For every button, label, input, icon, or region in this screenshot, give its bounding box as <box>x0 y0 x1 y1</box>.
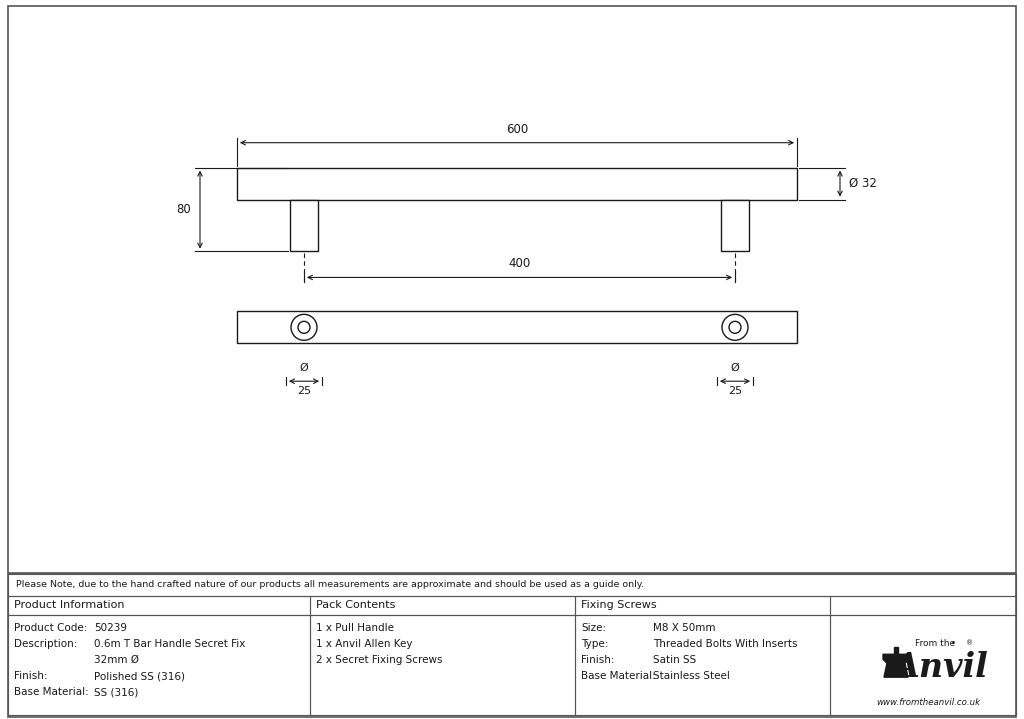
Text: 600: 600 <box>506 123 528 136</box>
Bar <box>8 595 310 615</box>
Bar <box>575 615 830 715</box>
Text: Finish:: Finish: <box>581 655 614 665</box>
Text: ®: ® <box>967 641 974 646</box>
Text: Fixing Screws: Fixing Screws <box>581 600 656 610</box>
Text: 80: 80 <box>176 203 191 216</box>
Bar <box>237 168 797 200</box>
Text: Stainless Steel: Stainless Steel <box>653 672 730 681</box>
Bar <box>575 595 830 615</box>
Text: Size:: Size: <box>581 623 606 633</box>
Text: 1 x Anvil Allen Key: 1 x Anvil Allen Key <box>316 639 413 649</box>
Text: SS (316): SS (316) <box>94 687 138 697</box>
Bar <box>830 615 1016 715</box>
Text: From the: From the <box>914 638 955 648</box>
Text: 2 x Secret Fixing Screws: 2 x Secret Fixing Screws <box>316 655 442 665</box>
Text: Please Note, due to the hand crafted nature of our products all measurements are: Please Note, due to the hand crafted nat… <box>16 580 644 589</box>
Text: M8 X 50mm: M8 X 50mm <box>653 623 716 633</box>
Text: •: • <box>950 638 955 648</box>
Text: Description:: Description: <box>14 639 78 649</box>
Bar <box>721 200 749 252</box>
Polygon shape <box>894 647 898 654</box>
Text: 0.6m T Bar Handle Secret Fix: 0.6m T Bar Handle Secret Fix <box>94 639 246 649</box>
Text: 32mm Ø: 32mm Ø <box>94 655 139 665</box>
Text: Ø: Ø <box>300 363 308 373</box>
Polygon shape <box>883 654 909 677</box>
Text: Product Code:: Product Code: <box>14 623 87 633</box>
Text: Product Information: Product Information <box>14 600 125 610</box>
Text: Base Material:: Base Material: <box>581 672 655 681</box>
Text: Pack Contents: Pack Contents <box>316 600 395 610</box>
Text: Base Material:: Base Material: <box>14 687 89 697</box>
Bar <box>290 200 318 252</box>
Text: 1 x Pull Handle: 1 x Pull Handle <box>316 623 394 633</box>
Text: Type:: Type: <box>581 639 608 649</box>
Text: Polished SS (316): Polished SS (316) <box>94 672 185 681</box>
Bar <box>8 615 310 715</box>
Text: 25: 25 <box>297 386 311 396</box>
Bar <box>310 595 575 615</box>
Bar <box>8 574 1016 595</box>
Text: Satin SS: Satin SS <box>653 655 696 665</box>
Text: Ø 32: Ø 32 <box>849 177 877 190</box>
Text: www.fromtheanvil.co.uk: www.fromtheanvil.co.uk <box>876 698 980 707</box>
Text: Threaded Bolts With Inserts: Threaded Bolts With Inserts <box>653 639 798 649</box>
Text: Finish:: Finish: <box>14 672 47 681</box>
Text: Ø: Ø <box>731 363 739 373</box>
Text: 25: 25 <box>728 386 742 396</box>
Bar <box>237 311 797 343</box>
Bar <box>830 595 1016 615</box>
Text: 50239: 50239 <box>94 623 127 633</box>
Text: 400: 400 <box>508 257 530 270</box>
Text: Anvil: Anvil <box>894 651 988 684</box>
Bar <box>310 615 575 715</box>
